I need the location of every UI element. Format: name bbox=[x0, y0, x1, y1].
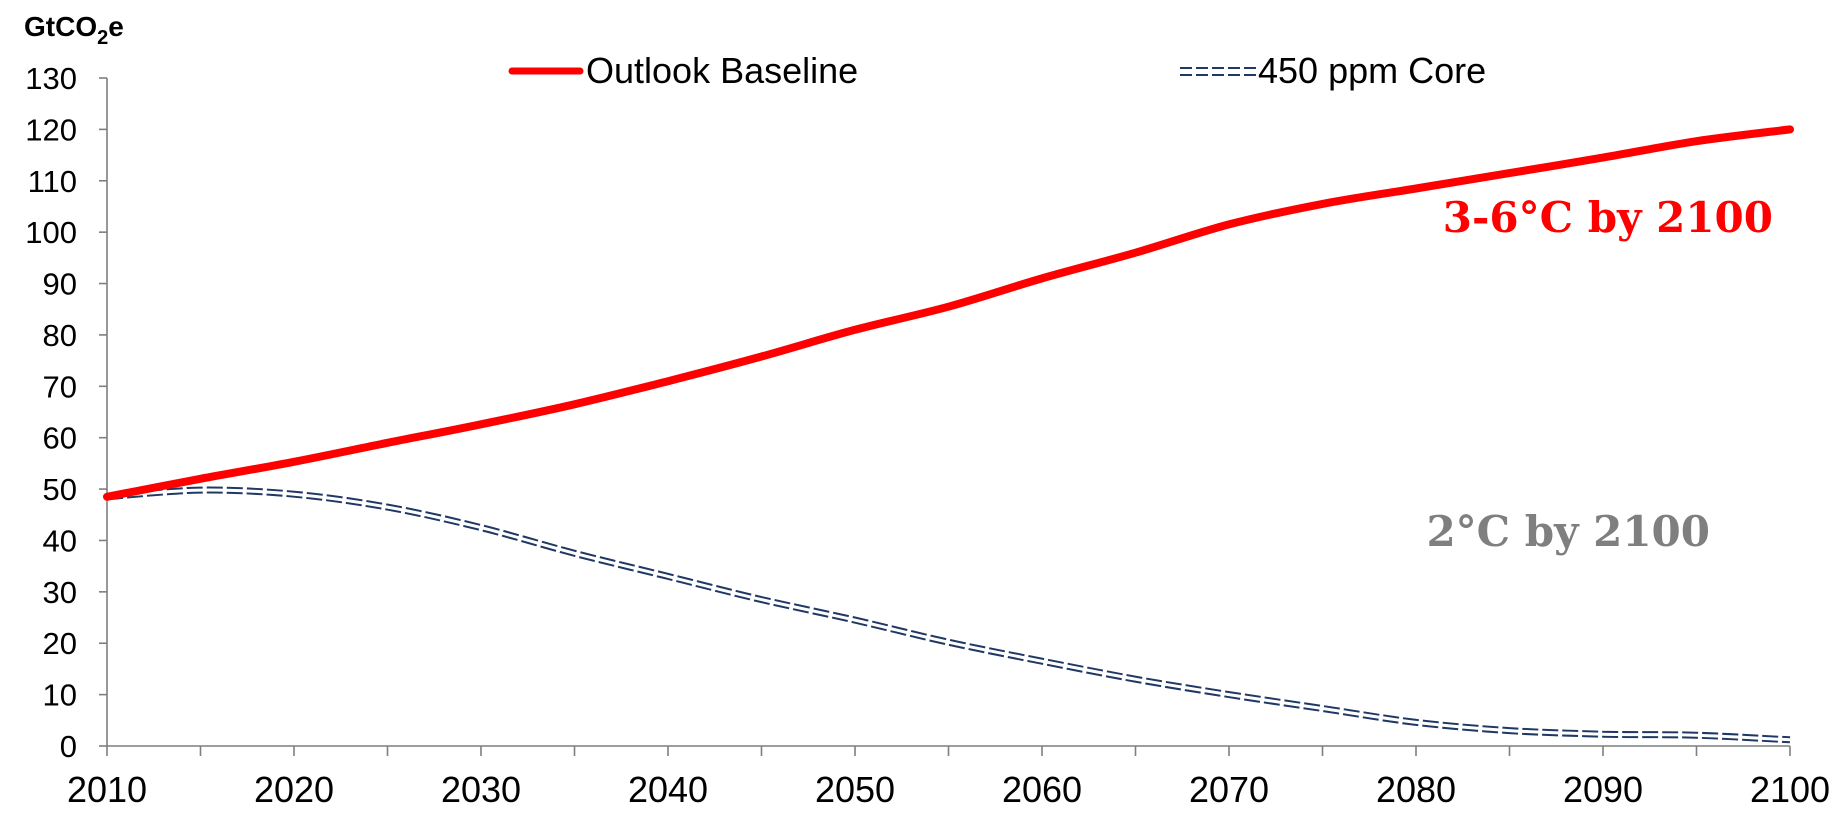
y-axis-unit-subscript: 2 bbox=[97, 27, 108, 49]
x-tick-label: 2090 bbox=[1563, 769, 1643, 810]
series-line-inner bbox=[106, 488, 1791, 742]
series-450-ppm-core bbox=[106, 486, 1791, 744]
x-tick-label: 2080 bbox=[1376, 769, 1456, 810]
annotation-450ppm-warming: 2°C by 2100 bbox=[1426, 507, 1710, 556]
y-tick-label: 10 bbox=[43, 678, 77, 713]
y-tick-label: 90 bbox=[43, 267, 77, 302]
y-axis-ticks: 0 10 20 30 40 50 60 70 80 90 100 110 120 130 bbox=[25, 61, 107, 764]
y-tick-label: 80 bbox=[43, 318, 77, 353]
legend: Outlook Baseline 450 ppm Core bbox=[508, 50, 1486, 91]
series-layer bbox=[103, 125, 1794, 744]
y-tick-label: 60 bbox=[43, 421, 77, 456]
x-tick-label: 2040 bbox=[628, 769, 708, 810]
x-tick-label: 2100 bbox=[1750, 769, 1830, 810]
y-tick-label: 100 bbox=[25, 215, 77, 250]
x-tick-label: 2050 bbox=[815, 769, 895, 810]
x-tick-label: 2070 bbox=[1189, 769, 1269, 810]
y-tick-label: 0 bbox=[60, 729, 77, 764]
x-tick-label: 2030 bbox=[441, 769, 521, 810]
x-tick-label: 2020 bbox=[254, 769, 334, 810]
y-tick-label: 30 bbox=[43, 575, 77, 610]
y-tick-label: 130 bbox=[25, 61, 77, 96]
annotation-baseline-warming: 3-6°C by 2100 bbox=[1443, 193, 1773, 242]
y-tick-label: 40 bbox=[43, 523, 77, 558]
legend-label-450-ppm-core: 450 ppm Core bbox=[1258, 50, 1486, 91]
y-tick-label: 70 bbox=[43, 369, 77, 404]
series-line bbox=[103, 125, 1794, 501]
series-outlook-baseline bbox=[103, 125, 1794, 501]
legend-swatch-450-ppm-core bbox=[1180, 67, 1256, 76]
x-tick-label: 2060 bbox=[1002, 769, 1082, 810]
y-axis-unit-prefix: GtCO bbox=[24, 11, 97, 42]
y-tick-label: 20 bbox=[43, 626, 77, 661]
x-tick-label: 2010 bbox=[67, 769, 147, 810]
x-axis-ticks: 2010 2020 2030 2040 2050 2060 2070 2080 2090 2100 bbox=[67, 746, 1830, 810]
y-tick-label: 110 bbox=[28, 164, 77, 199]
y-axis-unit-label: GtCO2e bbox=[24, 11, 124, 49]
y-axis-unit-suffix: e bbox=[108, 11, 124, 42]
y-tick-label: 50 bbox=[43, 472, 77, 507]
legend-label-outlook-baseline: Outlook Baseline bbox=[586, 50, 858, 91]
y-tick-label: 120 bbox=[25, 112, 77, 147]
